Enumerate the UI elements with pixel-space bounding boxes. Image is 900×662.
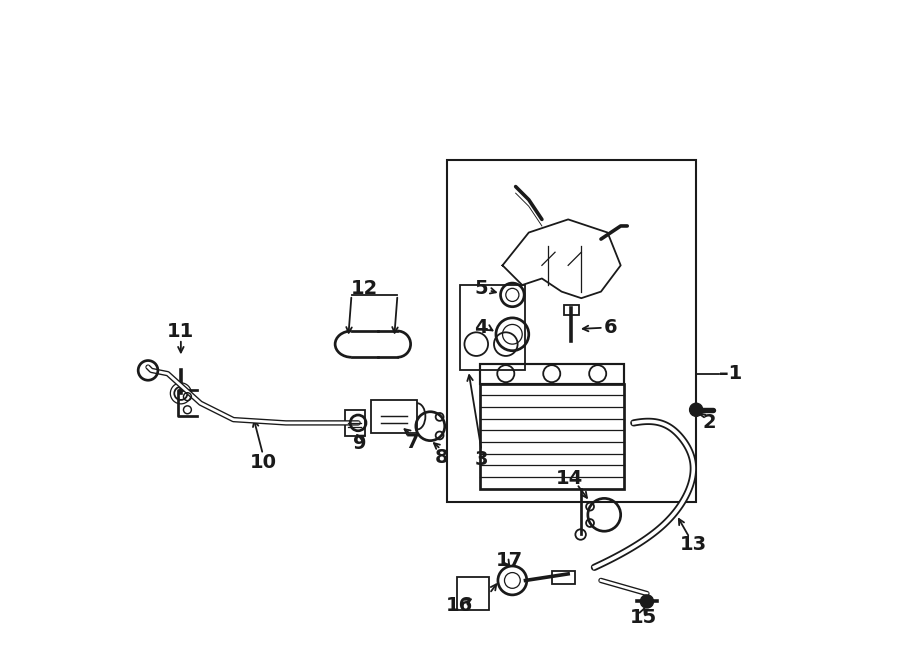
Text: 4: 4 (474, 318, 488, 336)
Bar (460, 285, 526, 370)
Text: 3: 3 (475, 449, 489, 469)
Bar (345, 410, 364, 436)
Bar (446, 160, 697, 502)
Text: 12: 12 (351, 279, 378, 298)
Text: 16: 16 (446, 596, 473, 615)
Text: 10: 10 (249, 453, 276, 472)
Text: 6: 6 (604, 318, 617, 337)
Text: –1: –1 (719, 364, 742, 383)
Circle shape (641, 595, 653, 608)
Text: 13: 13 (680, 535, 706, 554)
Bar (552, 571, 575, 584)
Bar (371, 400, 418, 433)
Bar (480, 383, 624, 489)
Text: 15: 15 (630, 608, 657, 628)
Text: 17: 17 (496, 551, 523, 570)
Text: 11: 11 (167, 322, 194, 340)
Text: 14: 14 (556, 469, 583, 488)
Text: 2: 2 (703, 413, 716, 432)
Text: 5: 5 (474, 279, 488, 298)
Bar (563, 305, 580, 314)
Bar (480, 364, 624, 383)
Circle shape (689, 403, 703, 416)
Text: 8: 8 (435, 448, 448, 467)
Bar (456, 577, 490, 610)
Text: 7: 7 (406, 433, 419, 452)
Text: 9: 9 (353, 434, 366, 453)
